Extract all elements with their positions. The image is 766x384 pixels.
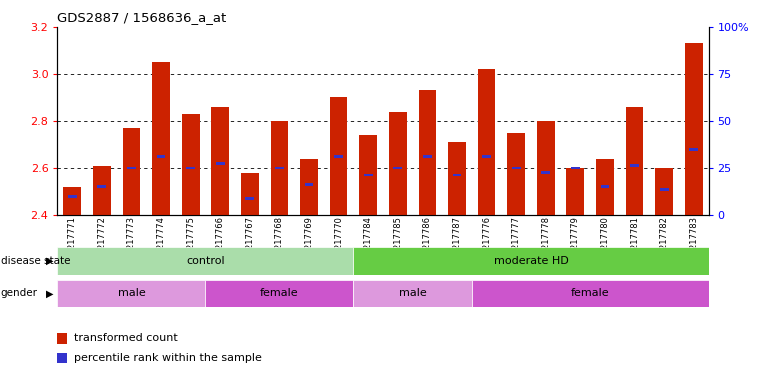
Bar <box>97 185 106 188</box>
Bar <box>353 280 472 307</box>
Text: male: male <box>117 288 146 298</box>
Bar <box>57 353 67 364</box>
Bar <box>596 159 614 215</box>
Bar <box>334 155 343 158</box>
Bar <box>423 155 432 158</box>
Bar <box>630 164 639 167</box>
Text: control: control <box>186 256 224 266</box>
Text: percentile rank within the sample: percentile rank within the sample <box>74 353 262 363</box>
Bar <box>68 195 77 198</box>
Text: female: female <box>260 288 299 298</box>
Bar <box>275 167 284 169</box>
Bar <box>685 43 702 215</box>
Bar <box>448 142 466 215</box>
Bar <box>478 69 496 215</box>
Bar <box>270 121 288 215</box>
Bar <box>453 174 461 177</box>
Bar <box>537 121 555 215</box>
Bar <box>542 171 550 174</box>
Text: disease state: disease state <box>1 256 70 266</box>
Text: gender: gender <box>1 288 38 298</box>
Bar <box>64 187 81 215</box>
Bar <box>186 167 195 169</box>
Text: ▶: ▶ <box>46 288 54 298</box>
Bar <box>660 188 669 190</box>
Bar <box>571 167 580 169</box>
Bar <box>305 183 313 186</box>
Bar <box>507 133 525 215</box>
Bar <box>567 168 584 215</box>
Text: ▶: ▶ <box>46 256 54 266</box>
Bar <box>57 333 67 344</box>
Bar <box>601 185 610 188</box>
Bar <box>389 112 407 215</box>
Bar <box>418 90 437 215</box>
Bar <box>211 107 229 215</box>
Bar <box>152 62 170 215</box>
Bar <box>57 280 205 307</box>
Bar <box>353 247 709 275</box>
Bar <box>241 173 259 215</box>
Bar <box>123 128 140 215</box>
Text: female: female <box>571 288 610 298</box>
Bar <box>57 247 353 275</box>
Bar <box>655 168 673 215</box>
Bar <box>300 159 318 215</box>
Bar <box>512 167 521 169</box>
Bar <box>156 155 165 158</box>
Bar <box>329 98 348 215</box>
Text: male: male <box>399 288 427 298</box>
Bar <box>472 280 709 307</box>
Bar <box>182 114 199 215</box>
Bar <box>626 107 643 215</box>
Bar <box>364 174 372 177</box>
Bar <box>205 280 353 307</box>
Bar <box>689 148 698 151</box>
Bar <box>394 167 402 169</box>
Text: GDS2887 / 1568636_a_at: GDS2887 / 1568636_a_at <box>57 12 227 25</box>
Bar <box>127 167 136 169</box>
Text: moderate HD: moderate HD <box>493 256 568 266</box>
Bar <box>359 135 377 215</box>
Bar <box>216 162 224 165</box>
Bar <box>245 197 254 200</box>
Bar <box>482 155 491 158</box>
Bar <box>93 166 111 215</box>
Text: transformed count: transformed count <box>74 333 178 343</box>
